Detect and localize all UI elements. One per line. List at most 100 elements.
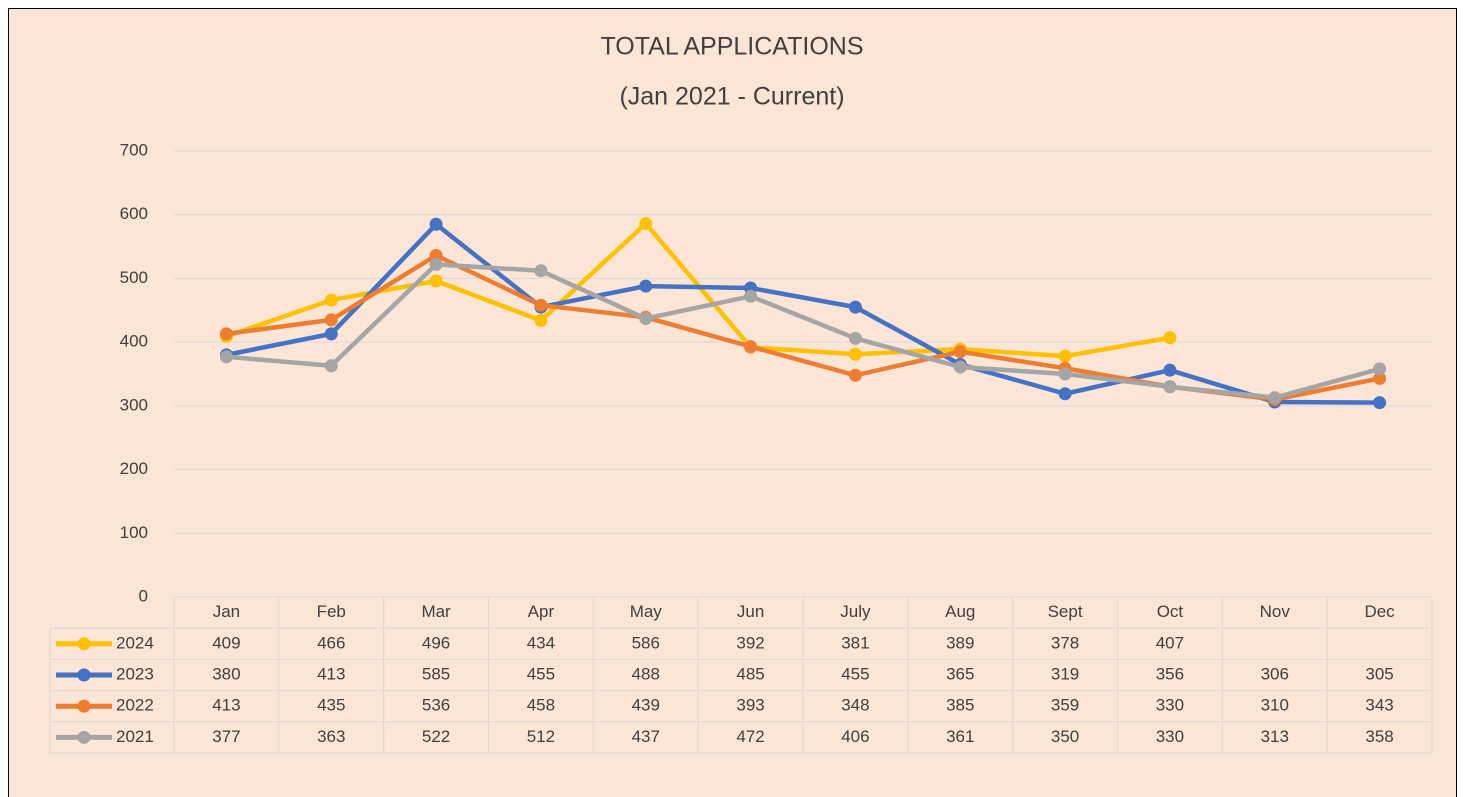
x-tick-label: Oct — [1157, 602, 1184, 621]
chart-subtitle: (Jan 2021 - Current) — [619, 83, 844, 111]
table-value: 496 — [422, 633, 450, 652]
table-value: 485 — [736, 664, 764, 683]
table-value: 392 — [736, 633, 764, 652]
table-value: 378 — [1051, 633, 1079, 652]
series-marker — [1058, 367, 1072, 381]
x-tick-label: Feb — [317, 602, 346, 621]
series-marker — [848, 347, 862, 361]
legend-key-marker — [77, 730, 91, 744]
table-value: 536 — [422, 696, 450, 715]
series-marker — [1268, 391, 1282, 405]
x-tick-label: Jan — [213, 602, 240, 621]
table-value: 350 — [1051, 727, 1079, 746]
legend-label: 2021 — [116, 727, 154, 746]
table-value: 413 — [212, 696, 240, 715]
series-marker — [1163, 380, 1177, 394]
series-marker — [534, 313, 548, 327]
series-marker — [534, 298, 548, 312]
series-marker — [429, 257, 443, 271]
table-value: 343 — [1365, 696, 1393, 715]
series-marker — [848, 300, 862, 314]
table-value: 488 — [632, 664, 660, 683]
table-value: 359 — [1051, 696, 1079, 715]
series-marker — [1163, 363, 1177, 377]
series-marker — [744, 340, 758, 354]
legend-label: 2023 — [116, 664, 154, 683]
y-tick-label: 200 — [120, 459, 148, 478]
chart-title: TOTAL APPLICATIONS — [600, 33, 863, 61]
table-value: 437 — [632, 727, 660, 746]
table-value: 458 — [527, 696, 555, 715]
table-value: 466 — [317, 633, 345, 652]
series-marker — [324, 293, 338, 307]
table-value: 586 — [632, 633, 660, 652]
table-value: 348 — [841, 696, 869, 715]
table-value: 306 — [1261, 664, 1289, 683]
series-line — [224, 262, 1382, 400]
table-value: 413 — [317, 664, 345, 683]
table-value: 389 — [946, 633, 974, 652]
series-marker — [1058, 349, 1072, 363]
table-value: 361 — [946, 727, 974, 746]
table-value: 455 — [841, 664, 869, 683]
table-value: 409 — [212, 633, 240, 652]
x-tick-label: Aug — [945, 602, 975, 621]
table-value: 319 — [1051, 664, 1079, 683]
table-value: 365 — [946, 664, 974, 683]
legend-key-marker — [77, 637, 91, 651]
table-value: 512 — [527, 727, 555, 746]
table-value: 522 — [422, 727, 450, 746]
table-value: 439 — [632, 696, 660, 715]
series-marker — [429, 217, 443, 231]
table-value: 407 — [1156, 633, 1184, 652]
table-value: 363 — [317, 727, 345, 746]
y-tick-label: 500 — [120, 268, 148, 287]
series-line — [224, 222, 1382, 405]
series-marker — [848, 368, 862, 382]
series-marker — [1163, 331, 1177, 345]
series-marker — [324, 313, 338, 327]
table-value: 310 — [1261, 696, 1289, 715]
x-tick-label: Dec — [1364, 602, 1395, 621]
table-value: 381 — [841, 633, 869, 652]
x-tick-label: July — [840, 602, 871, 621]
legend-label: 2024 — [116, 633, 154, 652]
y-tick-label: 400 — [120, 332, 148, 351]
table-value: 435 — [317, 696, 345, 715]
table-value: 380 — [212, 664, 240, 683]
series-marker — [219, 350, 233, 364]
y-tick-label: 300 — [120, 395, 148, 414]
table-value: 385 — [946, 696, 974, 715]
table-value: 434 — [527, 633, 555, 652]
y-tick-label: 600 — [120, 204, 148, 223]
series-marker — [1373, 396, 1387, 410]
table-value: 393 — [736, 696, 764, 715]
series-marker — [1373, 371, 1387, 385]
series-marker — [953, 360, 967, 374]
legend-key-marker — [77, 668, 91, 682]
table-value: 377 — [212, 727, 240, 746]
x-tick-label: Sept — [1048, 602, 1083, 621]
y-tick-label: 100 — [120, 523, 148, 542]
series-marker — [744, 289, 758, 303]
y-tick-label: 700 — [120, 140, 148, 159]
table-value: 358 — [1365, 727, 1393, 746]
table-value: 406 — [841, 727, 869, 746]
series-marker — [639, 217, 653, 231]
table-value: 313 — [1261, 727, 1289, 746]
series-marker — [953, 345, 967, 359]
table-value: 305 — [1365, 664, 1393, 683]
series-marker — [848, 331, 862, 345]
series-marker — [429, 274, 443, 288]
series-marker — [324, 327, 338, 341]
series-marker — [639, 279, 653, 293]
table-value: 356 — [1156, 664, 1184, 683]
table-value: 330 — [1156, 696, 1184, 715]
series-marker — [324, 359, 338, 373]
x-tick-label: Mar — [421, 602, 451, 621]
x-tick-label: Nov — [1260, 602, 1291, 621]
series-marker — [219, 327, 233, 341]
legend-key-marker — [77, 699, 91, 713]
table-value: 585 — [422, 664, 450, 683]
